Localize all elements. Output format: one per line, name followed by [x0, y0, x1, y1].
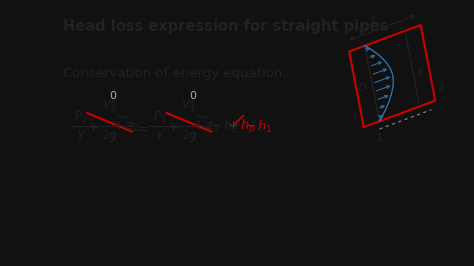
Text: $=$: $=$: [135, 121, 149, 134]
Text: $L$: $L$: [372, 13, 379, 24]
Text: $V_1^2$: $V_1^2$: [182, 95, 197, 116]
Text: $-\,h_1$: $-\,h_1$: [244, 119, 273, 135]
Text: 1: 1: [377, 132, 383, 143]
Text: $_{avg}$: $_{avg}$: [195, 113, 209, 122]
Text: $P_1$: $P_1$: [153, 110, 166, 125]
Text: 2: 2: [437, 83, 444, 93]
Text: $2g$: $2g$: [181, 128, 197, 144]
Text: $0$: $0$: [189, 89, 197, 101]
Text: $+$: $+$: [87, 121, 99, 134]
Text: $\phi$: $\phi$: [416, 65, 424, 78]
Text: Conservation of energy equation,: Conservation of energy equation,: [63, 66, 286, 80]
Text: $+\,z_1$: $+\,z_1$: [191, 120, 219, 134]
Text: $V_2^2$: $V_2^2$: [102, 95, 117, 116]
Text: Head loss expression for straight pipes: Head loss expression for straight pipes: [63, 19, 388, 34]
Text: $-\,h_L$: $-\,h_L$: [210, 119, 238, 135]
Text: $_{avg}$: $_{avg}$: [116, 113, 129, 122]
Text: $\gamma$: $\gamma$: [155, 128, 164, 142]
Text: $+$: $+$: [167, 121, 179, 134]
Text: $+\,z_2$: $+\,z_2$: [112, 120, 139, 134]
Text: $2g$: $2g$: [101, 128, 118, 144]
Text: $P_2$: $P_2$: [74, 110, 88, 125]
Text: $D$: $D$: [356, 81, 367, 93]
Text: $0$: $0$: [109, 89, 118, 101]
Text: $\gamma$: $\gamma$: [76, 128, 86, 142]
Text: $+\,h_p$: $+\,h_p$: [228, 118, 256, 136]
